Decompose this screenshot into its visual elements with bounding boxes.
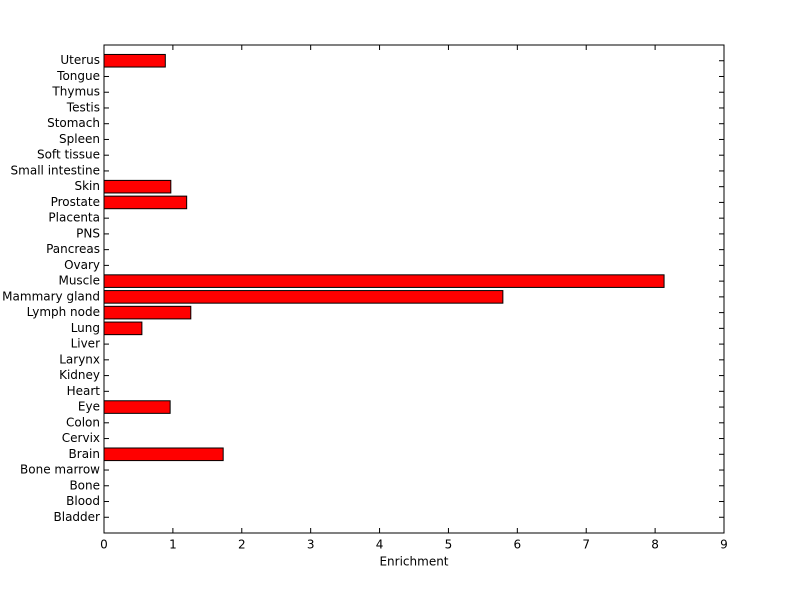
bar (103, 290, 504, 304)
y-tick-label: Bone marrow (20, 463, 100, 477)
y-tick-label: PNS (76, 226, 100, 240)
bar (103, 400, 171, 414)
x-tick-label: 9 (720, 538, 728, 552)
x-tick-label: 0 (100, 538, 108, 552)
y-tick-label: Bladder (54, 510, 101, 524)
y-tick-label: Thymus (51, 85, 100, 99)
y-tick-label: Tongue (56, 69, 100, 83)
y-tick-label: Skin (74, 179, 100, 193)
y-tick-label: Soft tissue (37, 148, 100, 162)
y-tick-label: Prostate (51, 195, 100, 209)
y-tick-label: Larynx (59, 352, 100, 366)
bar (103, 321, 143, 336)
x-axis-label: Enrichment (379, 555, 448, 569)
y-tick-label: Eye (78, 400, 100, 414)
x-tick-label: 8 (651, 538, 659, 552)
bar (103, 305, 192, 320)
x-tick-label: 2 (238, 538, 246, 552)
y-tick-label: Heart (67, 384, 101, 398)
y-tick-label: Kidney (59, 368, 100, 382)
bar (103, 53, 166, 68)
y-tick-label: Blood (66, 494, 100, 508)
y-tick-label: Liver (71, 337, 101, 351)
y-tick-label: Muscle (58, 274, 100, 288)
x-tick-label: 4 (376, 538, 384, 552)
y-tick-label: Brain (69, 447, 100, 461)
x-tick-label: 1 (169, 538, 177, 552)
y-tick-label: Lung (71, 321, 100, 335)
y-tick-label: Spleen (59, 132, 100, 146)
y-tick-label: Mammary gland (2, 289, 100, 303)
y-tick-label: Placenta (48, 211, 100, 225)
y-tick-label: Testis (66, 100, 100, 114)
y-tick-label: Lymph node (27, 305, 100, 319)
y-tick-label: Pancreas (46, 242, 100, 256)
bar (103, 274, 665, 288)
y-tick-label: Stomach (47, 116, 100, 130)
y-tick-label: Small intestine (11, 163, 100, 177)
bar (103, 447, 224, 462)
y-tick-label: Uterus (60, 53, 100, 67)
bar (103, 195, 188, 210)
x-tick-label: 6 (514, 538, 522, 552)
y-tick-label: Bone (69, 478, 100, 492)
y-tick-label: Cervix (62, 431, 100, 445)
x-tick-label: 7 (582, 538, 590, 552)
x-tick-label: 3 (307, 538, 315, 552)
x-tick-label: 5 (445, 538, 453, 552)
y-tick-label: Colon (66, 415, 100, 429)
bar (103, 179, 172, 194)
y-tick-label: Ovary (64, 258, 100, 272)
